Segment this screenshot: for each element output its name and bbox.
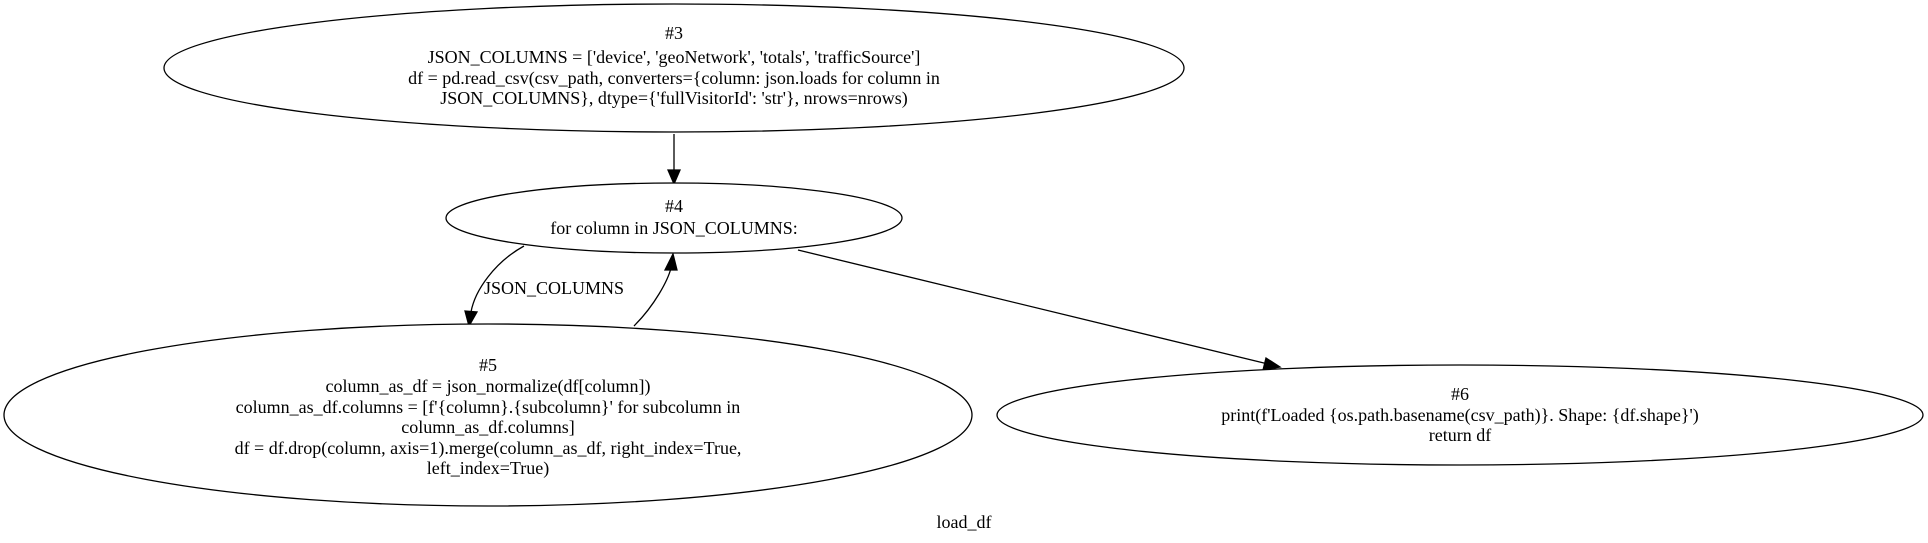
- edge-3-to-4: [667, 134, 681, 186]
- node-3: #3 JSON_COLUMNS = ['device', 'geoNetwork…: [163, 3, 1185, 133]
- node-6-line-1: #6: [1451, 384, 1469, 404]
- node-4-line-2: for column in JSON_COLUMNS:: [550, 218, 798, 238]
- node-4: #4 for column in JSON_COLUMNS:: [445, 182, 903, 254]
- edge-label-json-columns: JSON_COLUMNS: [484, 278, 624, 298]
- node-5-line-2: column_as_df = json_normalize(df[column]…: [325, 376, 650, 397]
- node-5: #5 column_as_df = json_normalize(df[colu…: [3, 323, 973, 507]
- graph-label: load_df: [937, 512, 992, 532]
- node-3-line-2: JSON_COLUMNS = ['device', 'geoNetwork', …: [428, 47, 921, 67]
- node-5-line-5: df = df.drop(column, axis=1).merge(colum…: [235, 438, 742, 459]
- edge-5-to-4: [633, 252, 678, 327]
- node-3-line-3: df = pd.read_csv(csv_path, converters={c…: [408, 68, 940, 89]
- node-5-line-4: column_as_df.columns]: [401, 417, 574, 437]
- node-4-line-1: #4: [665, 196, 683, 216]
- node-5-line-3: column_as_df.columns = [f'{column}.{subc…: [236, 397, 741, 417]
- edge-4-to-6: [797, 249, 1282, 371]
- node-6-line-2: print(f'Loaded {os.path.basename(csv_pat…: [1221, 405, 1698, 426]
- node-5-line-1: #5: [479, 355, 497, 375]
- node-6: #6 print(f'Loaded {os.path.basename(csv_…: [996, 364, 1924, 466]
- node-5-line-6: left_index=True): [427, 458, 549, 479]
- edge-4-to-5: [464, 245, 525, 328]
- node-6-line-3: return df: [1429, 425, 1491, 445]
- node-3-line-1: #3: [665, 23, 683, 43]
- node-3-line-4: JSON_COLUMNS}, dtype={'fullVisitorId': '…: [440, 88, 908, 109]
